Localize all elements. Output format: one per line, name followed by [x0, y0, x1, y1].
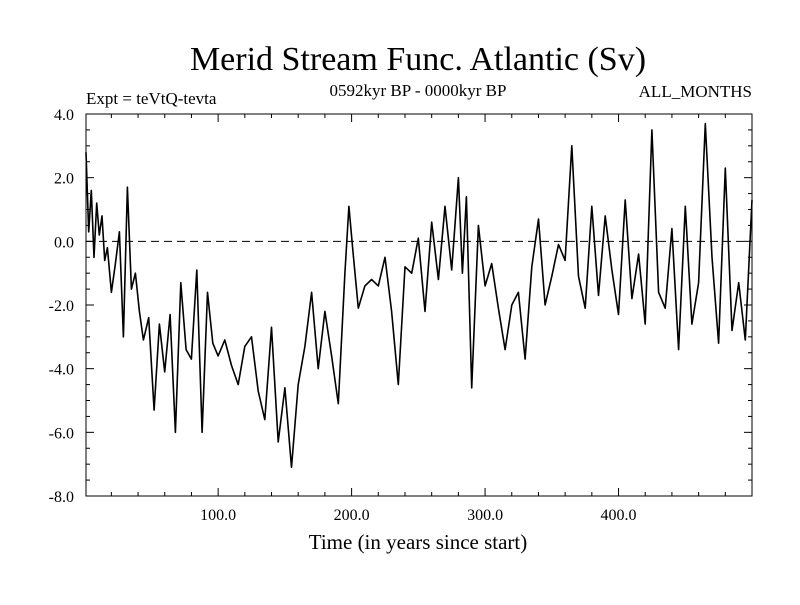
plot-frame — [85, 113, 753, 497]
x-tick-label: 400.0 — [601, 507, 637, 524]
y-tick-label: 2.0 — [54, 171, 74, 188]
y-tick-label: 4.0 — [54, 107, 74, 124]
y-tick-label: -2.0 — [49, 298, 74, 315]
months-label: ALL_MONTHS — [639, 82, 752, 101]
y-tick-label: -6.0 — [49, 425, 74, 442]
y-tick-label: -8.0 — [49, 489, 74, 506]
x-tick-label: 100.0 — [200, 507, 236, 524]
y-tick-label: 0.0 — [54, 234, 74, 251]
x-axis-label: Time (in years since start) — [309, 530, 528, 554]
y-tick-label: -4.0 — [49, 362, 74, 379]
x-tick-label: 300.0 — [467, 507, 503, 524]
experiment-label: Expt = teVtQ-tevta — [86, 89, 217, 108]
series-layer — [85, 122, 753, 469]
x-tick-label: 200.0 — [334, 507, 370, 524]
series-line-0 — [85, 122, 753, 469]
ticks-layer: 100.0 200.0 300.0 400.0 -8.0 -6.0 -4.0 -2.0 0.0 2… — [49, 107, 752, 524]
time-range-label: 0592kyr BP - 0000kyr BP — [330, 81, 507, 100]
chart-title: Merid Stream Func. Atlantic (Sv) — [190, 41, 646, 78]
